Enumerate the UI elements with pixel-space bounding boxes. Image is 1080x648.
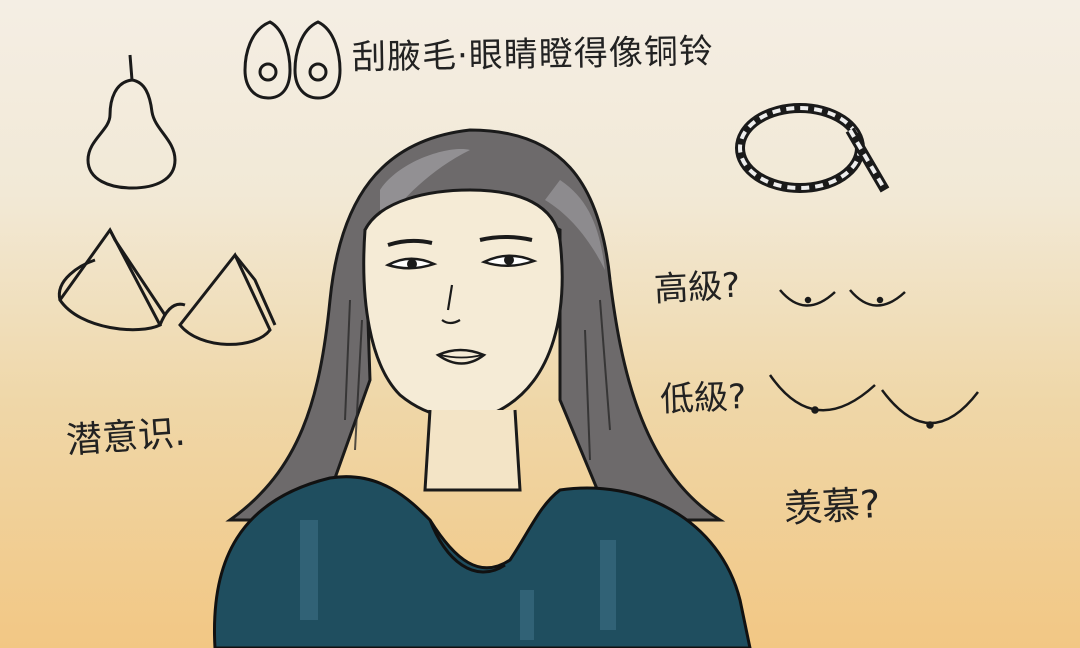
high-note: 高級?	[653, 265, 742, 310]
bracelet-doodle	[735, 103, 890, 193]
low-note: 低級?	[659, 377, 747, 420]
pear-doodle	[86, 54, 177, 190]
shirt	[212, 475, 752, 648]
breast-doodles	[768, 289, 979, 429]
title-note: 刮腋毛·眼睛瞪得像铜铃	[351, 31, 715, 78]
earrings-doodle	[243, 20, 342, 100]
neck	[423, 409, 522, 492]
face	[362, 188, 564, 420]
bra-doodle	[57, 227, 277, 346]
envy-note: 羡慕?	[783, 481, 882, 531]
subconscious-note: 潜意识.	[64, 412, 187, 462]
